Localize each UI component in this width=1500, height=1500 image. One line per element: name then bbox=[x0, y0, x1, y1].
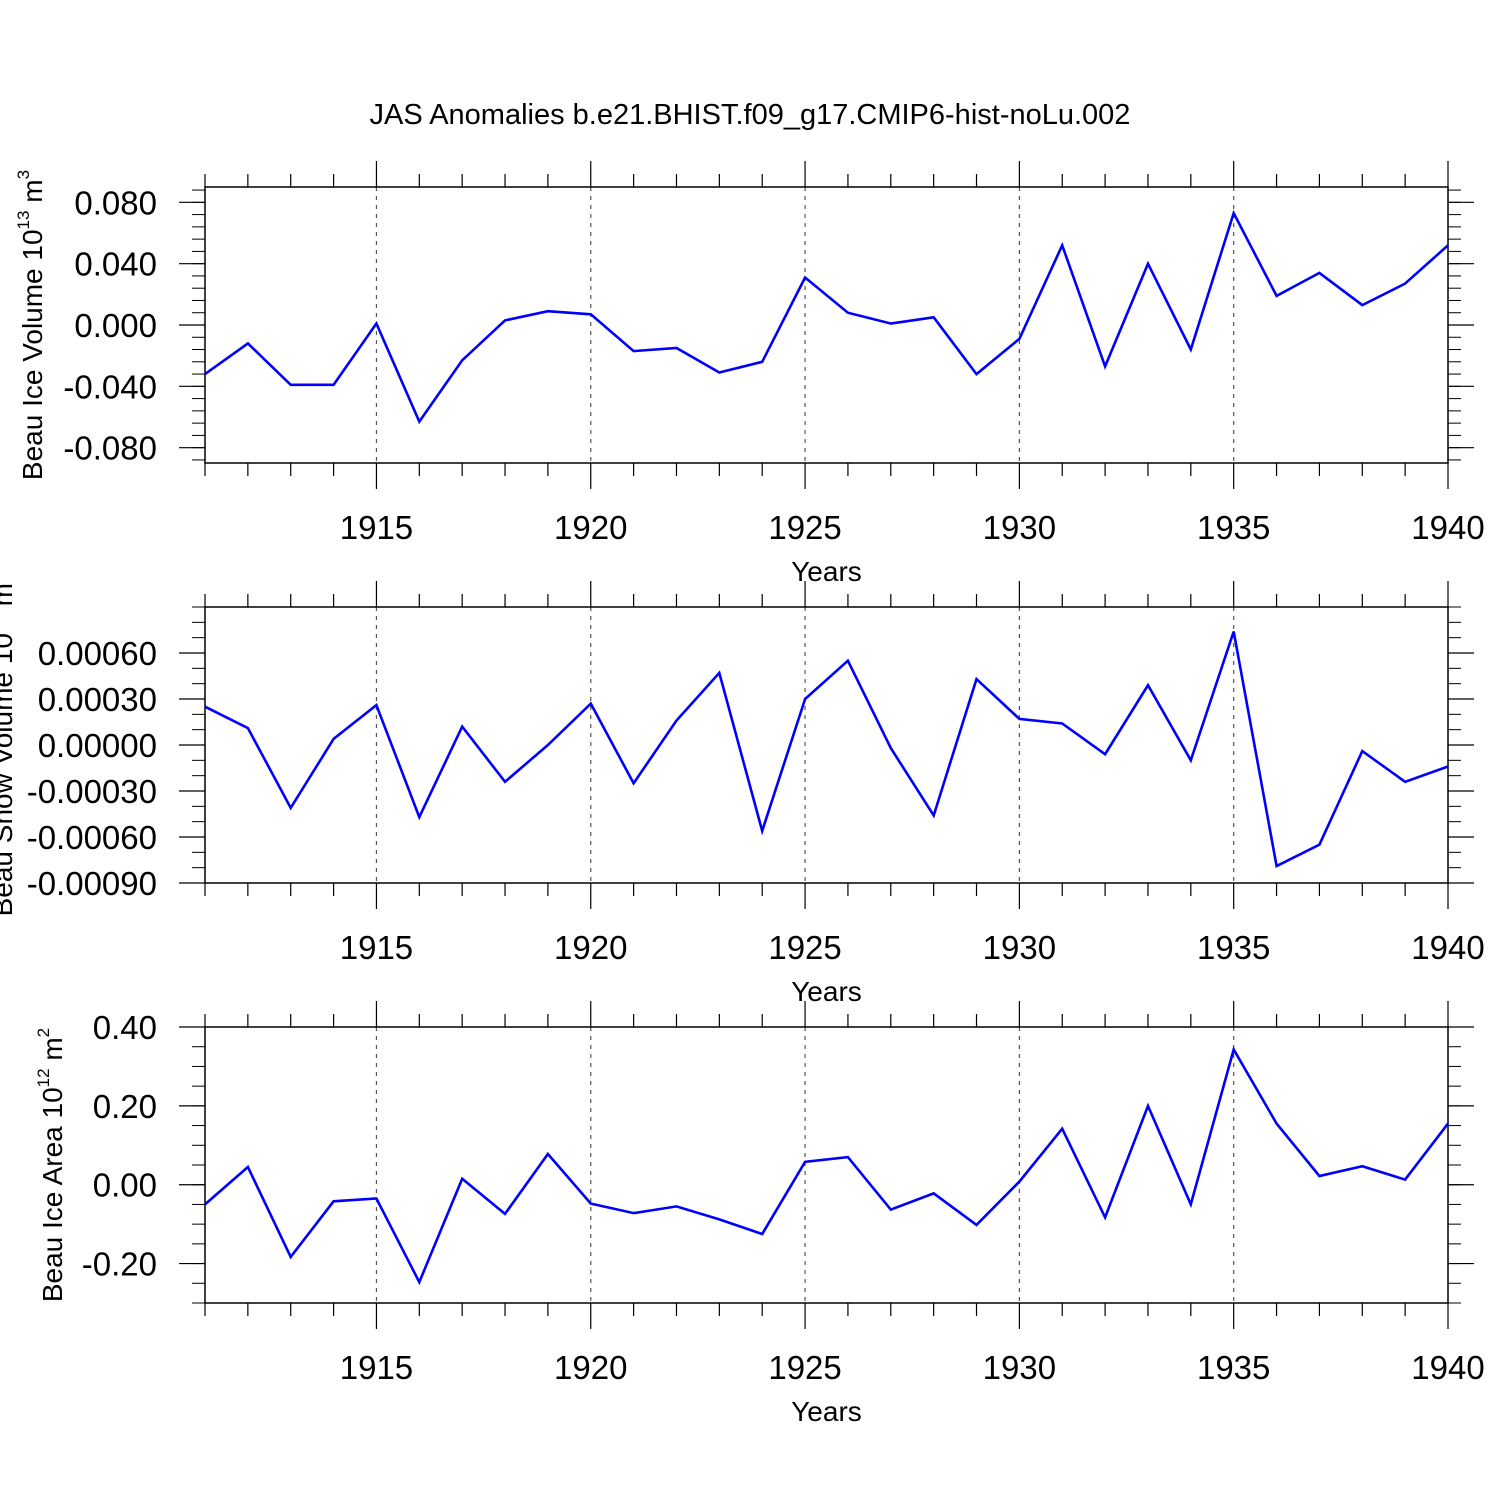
x-tick-label: 1920 bbox=[554, 929, 627, 966]
chart-title: JAS Anomalies b.e21.BHIST.f09_g17.CMIP6-… bbox=[370, 99, 1131, 131]
plot-frame bbox=[204, 1026, 1449, 1304]
y-axis-label-exp: 13 bbox=[14, 211, 33, 230]
series-line bbox=[204, 209, 1449, 425]
y-axis-label-exp: 12 bbox=[34, 1068, 53, 1087]
y-tick-label: 0.20 bbox=[93, 1088, 157, 1125]
y-axis-label: Beau Snow Volume 1013 m3 bbox=[0, 574, 18, 917]
y-tick-label: -0.00030 bbox=[27, 773, 157, 810]
panel-3: 1915 1920 1925 1930 1935 1940 -0.20 0.00 0.20 0.4… bbox=[34, 1001, 1485, 1427]
x-tick-label: 1915 bbox=[340, 1349, 413, 1386]
x-tick-label: 1935 bbox=[1197, 1349, 1270, 1386]
y-tick-label: -0.040 bbox=[63, 368, 157, 405]
y-tick-label: -0.080 bbox=[63, 430, 157, 467]
panel-1: 1915 1920 1925 1930 1935 1940 -0.080 -0.040 0.00… bbox=[14, 161, 1485, 587]
x-tick-label: 1925 bbox=[768, 509, 841, 546]
x-tick-label: 1925 bbox=[768, 1349, 841, 1386]
x-tick-label: 1940 bbox=[1411, 929, 1484, 966]
y-axis-label-unit-exp: 2 bbox=[34, 1028, 53, 1037]
x-axis-label: Years bbox=[791, 1396, 862, 1427]
y-axis-label-main: Beau Ice Area 10 bbox=[37, 1087, 68, 1302]
y-axis-label-main: Beau Ice Volume 10 bbox=[17, 229, 48, 480]
y-tick-label: 0.00 bbox=[93, 1167, 157, 1204]
x-tick-label: 1915 bbox=[340, 509, 413, 546]
y-axis-label-unit: m bbox=[17, 179, 48, 210]
series-line bbox=[204, 631, 1449, 869]
y-tick-label: -0.00060 bbox=[27, 819, 157, 856]
x-tick-label: 1930 bbox=[983, 509, 1056, 546]
panel-2: 1915 1920 1925 1930 1935 1940 -0.00090 -0.00060… bbox=[0, 574, 1485, 1007]
x-axis-label: Years bbox=[791, 976, 862, 1007]
y-axis-label-main: Beau Snow Volume 10 bbox=[0, 633, 18, 916]
y-tick-label: 0.040 bbox=[74, 246, 157, 283]
series-line bbox=[204, 1046, 1450, 1286]
x-tick-label: 1915 bbox=[340, 929, 413, 966]
y-axis-label: Beau Ice Area 1012 m2 bbox=[34, 1028, 68, 1302]
y-axis-label-unit-exp: 3 bbox=[0, 574, 3, 583]
y-tick-label: 0.080 bbox=[74, 184, 157, 221]
y-tick-label: -0.20 bbox=[82, 1246, 157, 1283]
y-tick-label: 0.000 bbox=[74, 307, 157, 344]
x-tick-label: 1925 bbox=[768, 929, 841, 966]
y-axis-label: Beau Ice Volume 1013 m3 bbox=[14, 170, 48, 480]
x-tick-label: 1940 bbox=[1411, 1349, 1484, 1386]
y-tick-label: -0.00090 bbox=[27, 865, 157, 902]
y-tick-label: 0.00060 bbox=[38, 635, 157, 672]
x-tick-label: 1920 bbox=[554, 509, 627, 546]
x-tick-label: 1940 bbox=[1411, 509, 1484, 546]
y-axis-label-exp: 13 bbox=[0, 614, 3, 633]
plot-frame bbox=[204, 186, 1449, 464]
y-axis-label-unit: m bbox=[37, 1037, 68, 1068]
x-axis-label: Years bbox=[791, 556, 862, 587]
x-tick-label: 1935 bbox=[1197, 509, 1270, 546]
y-tick-label: 0.00000 bbox=[38, 727, 157, 764]
x-tick-label: 1920 bbox=[554, 1349, 627, 1386]
x-tick-label: 1930 bbox=[983, 929, 1056, 966]
x-tick-label: 1935 bbox=[1197, 929, 1270, 966]
y-tick-label: 0.00030 bbox=[38, 681, 157, 718]
x-tick-label: 1930 bbox=[983, 1349, 1056, 1386]
y-tick-label: 0.40 bbox=[93, 1009, 157, 1046]
y-axis-label-unit: m bbox=[0, 583, 18, 614]
y-axis-label-unit-exp: 3 bbox=[14, 170, 33, 179]
